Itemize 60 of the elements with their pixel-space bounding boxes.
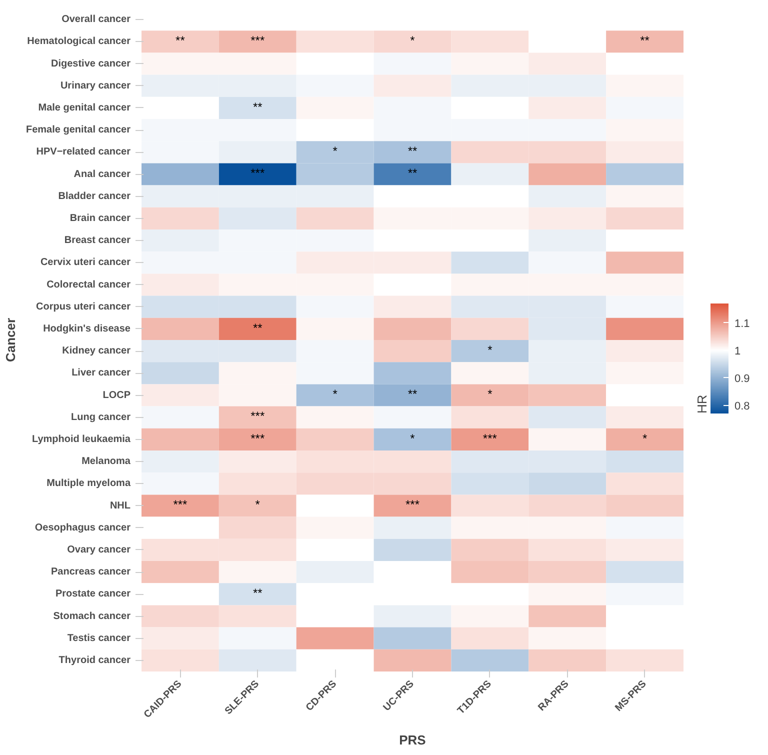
y-tick-label: Bladder cancer [58,190,131,202]
data-label: *** [250,166,265,180]
data-label: * [332,387,338,402]
data-label: * [332,144,338,158]
y-axis-title: Cancer [3,318,18,362]
y-tick-label: Lymphoid leukaemia [32,434,131,445]
y-tick-label: Anal cancer [74,168,131,180]
y-tick-label: Prostate cancer [55,588,131,600]
y-tick-label: Oesophagus cancer [34,522,131,534]
y-tick-label: Hodgkin's disease [43,323,131,334]
y-tick-label: Thyroid cancer [58,654,131,666]
y-tick-label: Corpus uteri cancer [36,301,131,312]
y-tick-label: Colorectal cancer [46,279,131,290]
y-tick-label: Liver cancer [72,368,131,379]
data-label: ** [252,586,263,600]
y-tick-label: Hematological cancer [27,36,131,48]
data-label: *** [250,431,265,446]
data-label: * [642,431,648,446]
y-tick-label: LOCP [102,390,131,401]
data-label: *** [250,409,265,424]
data-label: ** [252,320,263,335]
y-tick-label: Digestive cancer [51,58,131,70]
data-label: ** [176,34,186,48]
y-tick-label: Urinary cancer [60,80,131,92]
data-label: * [488,387,493,402]
y-tick-label: Brain cancer [70,212,131,224]
y-tick-label: Female genital cancer [26,124,131,136]
y-tick-label: Breast cancer [64,235,131,246]
data-label: * [255,498,260,512]
data-label: *** [173,498,188,512]
color-bar-label: 0.8 [734,400,750,412]
y-tick-label: Overall cancer [62,14,131,26]
y-tick-label: Melanoma [82,456,131,468]
data-label: ** [408,387,418,402]
y-tick-label: Kidney cancer [62,346,131,357]
data-label: *** [250,34,265,48]
data-label: *** [482,431,498,446]
y-tick-label: Stomach cancer [53,610,131,622]
y-tick-label: Ovary cancer [67,544,131,556]
data-label: ** [640,34,650,48]
color-bar-label: 1 [734,345,741,358]
y-tick-label: Cervix uteri cancer [40,257,131,268]
y-tick-label: HPV−related cancer [36,146,131,158]
data-label: * [488,342,493,357]
data-label: * [410,431,416,446]
y-tick-label: Testis cancer [67,632,131,644]
y-tick-label: Multiple myeloma [46,478,131,490]
y-tick-label: Pancreas cancer [51,566,131,578]
data-label: *** [405,498,420,512]
data-label: ** [408,166,418,180]
data-label: * [410,34,416,48]
x-axis-title: PRS [399,732,426,748]
y-tick-label: Lung cancer [71,412,131,423]
y-tick-label: Male genital cancer [38,102,131,114]
color-bar-label: 1.1 [734,318,750,330]
data-label: ** [408,144,418,158]
y-tick-label: NHL [110,500,131,512]
color-bar-label: 0.9 [734,372,750,385]
color-bar-title: HR [694,394,710,414]
data-label: ** [252,100,263,114]
